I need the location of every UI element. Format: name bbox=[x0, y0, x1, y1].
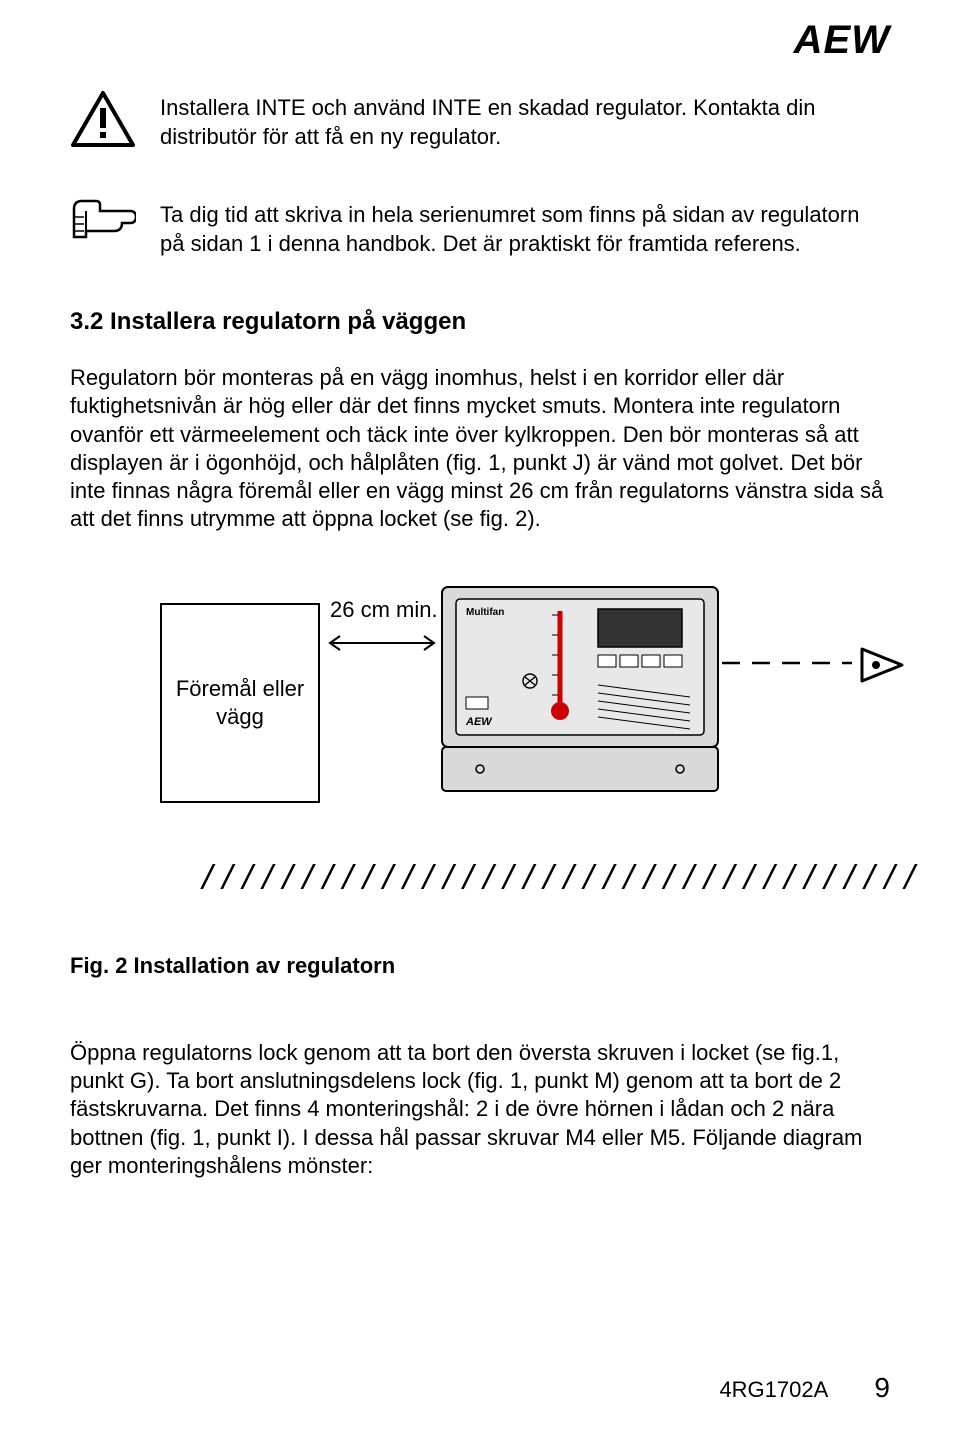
body-paragraph-2: Öppna regulatorns lock genom att ta bort… bbox=[70, 1039, 890, 1180]
figure-caption: Fig. 2 Installation av regulatorn bbox=[70, 953, 890, 979]
distance-arrow-icon bbox=[324, 633, 440, 653]
figure-installation: Föremål eller vägg 26 cm min. Multifan bbox=[70, 603, 890, 903]
regulator-device-icon: Multifan AEW bbox=[440, 585, 720, 795]
distance-label: 26 cm min. bbox=[330, 597, 438, 623]
svg-text:AEW: AEW bbox=[465, 716, 493, 728]
svg-text:Multifan: Multifan bbox=[466, 607, 504, 618]
object-or-wall-box: Föremål eller vägg bbox=[160, 603, 320, 803]
brand-header: AEW bbox=[794, 18, 890, 63]
object-label: Föremål eller vägg bbox=[170, 675, 310, 732]
warning-text: Installera INTE och använd INTE en skada… bbox=[160, 90, 890, 151]
pointing-hand-icon bbox=[70, 197, 140, 250]
note-block: Ta dig tid att skriva in hela serienumre… bbox=[70, 197, 890, 258]
page-footer: 4RG1702A 9 bbox=[719, 1372, 890, 1404]
eye-level-icon bbox=[722, 641, 912, 691]
section-heading: 3.2 Installera regulatorn på väggen bbox=[70, 308, 890, 336]
warning-icon bbox=[70, 90, 140, 155]
doc-code: 4RG1702A bbox=[719, 1377, 828, 1403]
floor-hatch-icon: //////////////////////////////////// bbox=[200, 859, 922, 894]
page-number: 9 bbox=[874, 1372, 890, 1403]
warning-block: Installera INTE och använd INTE en skada… bbox=[70, 90, 890, 155]
body-paragraph-1: Regulatorn bör monteras på en vägg inomh… bbox=[70, 364, 890, 533]
note-text: Ta dig tid att skriva in hela serienumre… bbox=[160, 197, 890, 258]
